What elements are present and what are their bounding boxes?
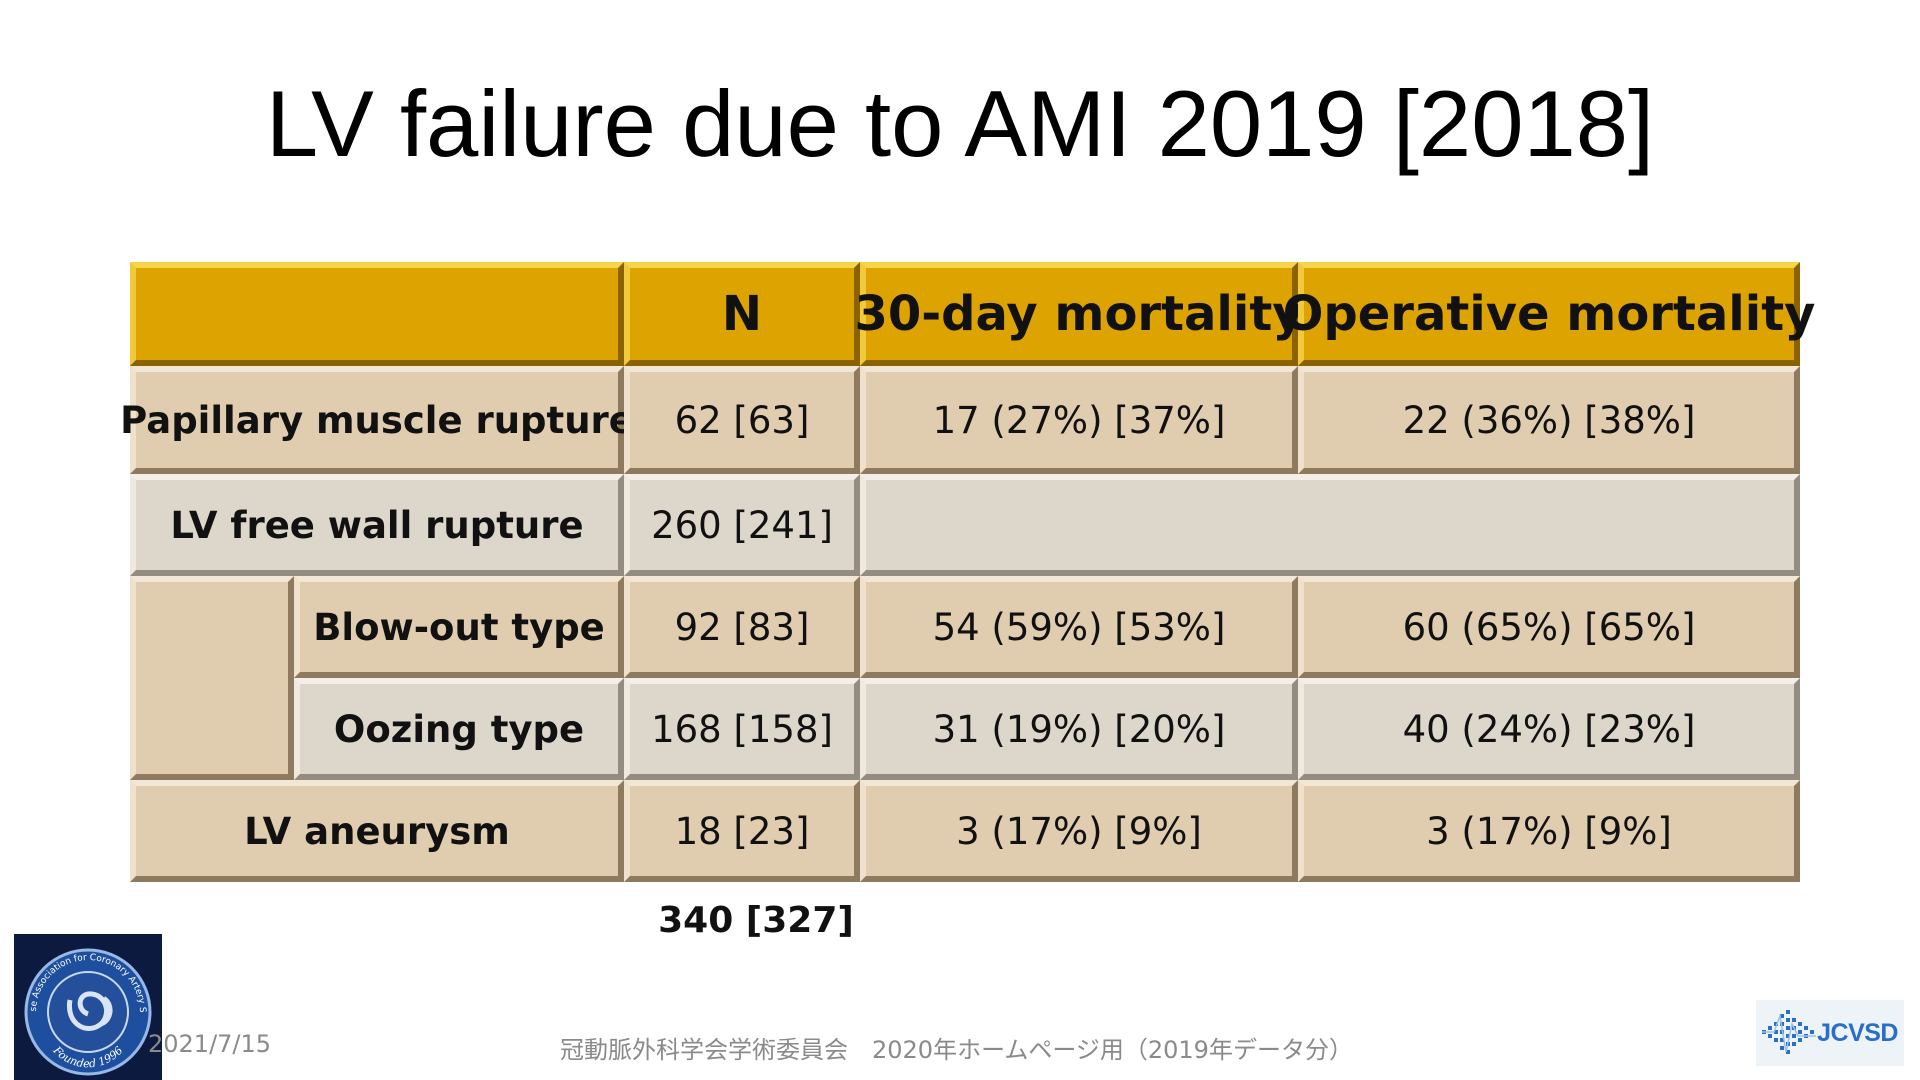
cell-operative-oozing: 40 (24%) [23%] [1298, 678, 1800, 780]
cell-30day-blow-out: 54 (59%) [53%] [860, 576, 1298, 678]
heart-dots-icon [1762, 1010, 1816, 1054]
header-cell-operative: Operative mortality [1283, 262, 1815, 366]
row-label-free-wall: LV free wall rupture [130, 474, 624, 576]
cell-operative-aneurysm: 3 (17%) [9%] [1298, 780, 1800, 882]
cell-30day-aneurysm: 3 (17%) [9%] [860, 780, 1298, 882]
cell-n-free-wall: 260 [241] [624, 474, 860, 576]
cell-n-blow-out: 92 [83] [624, 576, 860, 678]
row-label-papillary: Papillary muscle rupture [120, 366, 634, 474]
row-label-oozing: Oozing type [294, 678, 624, 780]
jcvsd-logo-text: JCVSD [1817, 1018, 1898, 1047]
cell-n-oozing: 168 [158] [624, 678, 860, 780]
header-cell-30day: 30-day mortality [854, 262, 1304, 366]
footer-caption: 冠動脈外科学会学術委員会 2020年ホームページ用（2019年データ分） [560, 1036, 1353, 1064]
cell-operative-papillary: 22 (36%) [38%] [1298, 366, 1800, 474]
cell-merged-free-wall [860, 474, 1800, 576]
association-logo: Japanese Association for Coronary Artery… [11, 927, 162, 1080]
slide-title: LV failure due to AMI 2019 [2018] [265, 71, 1655, 176]
cell-n-aneurysm: 18 [23] [624, 780, 860, 882]
cell-n-papillary: 62 [63] [624, 366, 860, 474]
subrow-indent-block [130, 576, 294, 780]
seal-icon: Japanese Association for Coronary Artery… [11, 927, 152, 1076]
cell-30day-papillary: 17 (27%) [37%] [860, 366, 1298, 474]
row-label-aneurysm: LV aneurysm [130, 780, 624, 882]
header-cell-n: N [624, 262, 860, 366]
footer-date: 2021/7/15 [148, 1030, 272, 1058]
jcvsd-logo: JCVSD [1756, 1000, 1904, 1066]
cell-30day-oozing: 31 (19%) [20%] [860, 678, 1298, 780]
total-count: 340 [327] [658, 900, 854, 941]
row-label-blow-out: Blow-out type [294, 576, 624, 678]
header-cell-empty [130, 262, 624, 366]
cell-operative-blow-out: 60 (65%) [65%] [1298, 576, 1800, 678]
